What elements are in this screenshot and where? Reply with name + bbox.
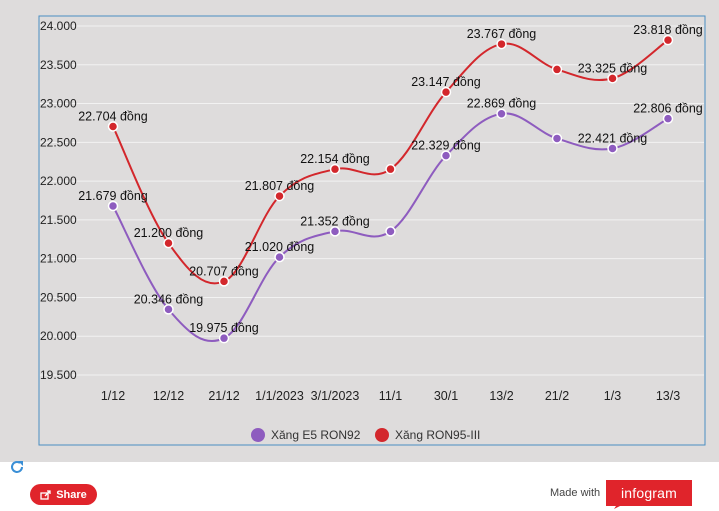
data-label: 22.869 đồng [467,97,537,111]
y-tick-label: 24.000 [40,19,77,33]
data-label: 21.200 đồng [134,226,204,240]
data-point[interactable] [218,276,230,287]
data-point[interactable] [329,226,341,237]
data-point[interactable] [218,332,230,344]
data-point[interactable] [440,150,452,161]
data-point[interactable] [329,163,341,175]
x-tick-label: 13/3 [656,389,680,403]
x-tick-label: 13/2 [489,389,513,403]
data-label: 21.352 đồng [300,214,370,228]
data-label: 21.020 đồng [245,240,315,254]
data-label: 22.806 đồng [633,102,703,116]
line-chart: 24.000 23.500 23.000 22.500 22.000 21.500 21.0… [38,15,706,446]
data-label: 23.818 đồng [633,23,703,37]
data-point[interactable] [440,86,452,98]
data-label: 21.807 đồng [245,179,315,193]
y-tick-label: 21.000 [40,252,77,266]
data-point[interactable] [607,73,618,84]
data-point[interactable] [496,38,507,50]
legend-marker[interactable] [375,428,389,442]
data-label: 20.707 đồng [189,264,259,278]
data-point[interactable] [385,163,396,175]
data-label: 22.421 đồng [578,131,648,145]
share-icon [40,489,51,500]
y-tick-label: 21.500 [40,213,77,227]
x-tick-label: 21/2 [545,389,569,403]
data-label: 20.346 đồng [134,292,204,306]
data-point[interactable] [607,143,618,154]
data-label: 23.325 đồng [578,61,648,75]
y-tick-label: 22.000 [40,174,77,188]
y-tick-label: 23.000 [40,97,77,111]
refresh-icon[interactable] [9,459,25,475]
x-tick-label: 1/3 [604,389,621,403]
data-point[interactable] [496,108,507,119]
data-point[interactable] [662,34,674,46]
share-label: Share [56,488,87,501]
chart-panel: 24.000 23.500 23.000 22.500 22.000 21.500 21.0… [0,0,719,462]
data-point[interactable] [385,226,396,237]
data-label: 23.147 đồng [411,75,481,89]
data-label: 22.154 đồng [300,152,370,166]
data-point[interactable] [551,64,563,75]
y-tick-label: 22.500 [40,135,77,149]
data-point[interactable] [274,251,285,263]
x-tick-label: 30/1 [434,389,458,403]
share-button[interactable]: Share [30,484,97,505]
data-label: 19.975 đồng [189,321,259,335]
x-tick-label: 1/1/2023 [255,389,304,403]
data-point[interactable] [107,121,119,132]
legend-label[interactable]: Xăng RON95-III [395,428,480,442]
data-label: 21.679 đồng [78,189,148,203]
plot-frame [38,15,706,446]
x-tick-label: 1/12 [101,389,125,403]
x-tick-label: 12/12 [153,389,184,403]
data-point[interactable] [163,237,174,249]
infogram-logo-shape [606,480,692,509]
x-tick-label: 3/1/2023 [311,389,360,403]
data-point[interactable] [163,304,174,315]
y-tick-label: 20.500 [40,290,77,304]
made-with-text: Made with [550,487,601,499]
data-label: 22.329 đồng [411,139,481,153]
series-line [112,39,669,285]
data-point[interactable] [662,113,674,124]
infogram-logo[interactable]: infogram [606,480,692,509]
y-tick-label: 20.000 [40,329,77,343]
y-tick-label: 19.500 [40,368,77,382]
x-tick-label: 21/12 [208,389,239,403]
data-point[interactable] [551,133,563,144]
data-label: 22.704 đồng [78,110,148,124]
data-point[interactable] [274,190,285,202]
data-point[interactable] [107,200,119,212]
x-tick-label: 11/1 [379,389,402,403]
legend-label[interactable]: Xăng E5 RON92 [271,428,361,442]
y-tick-label: 23.500 [40,58,77,72]
data-label: 23.767 đồng [467,27,537,41]
infogram-brand: infogram [620,485,678,501]
legend-marker[interactable] [251,428,265,442]
